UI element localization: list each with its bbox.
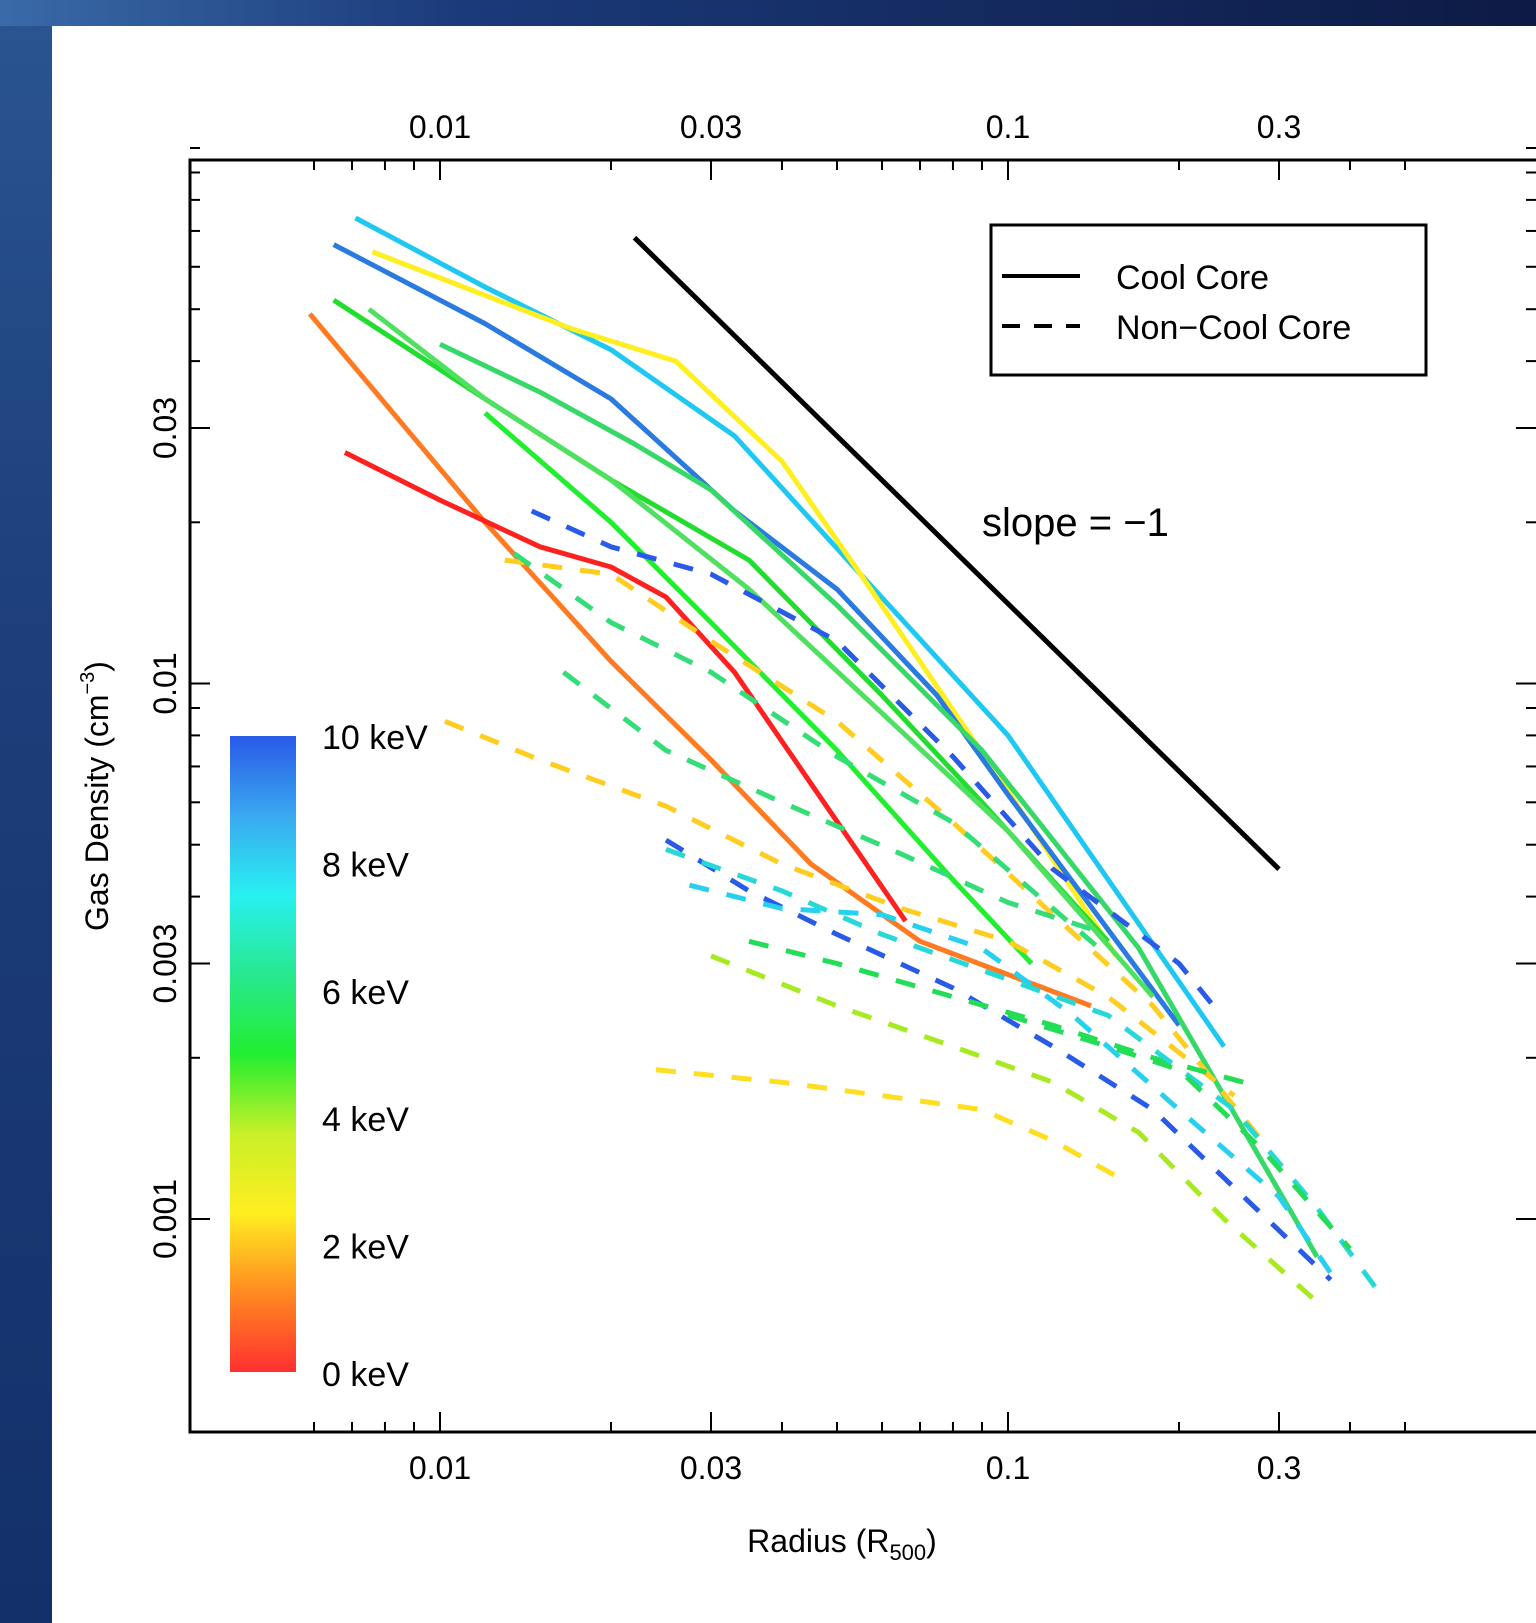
legend-label-cool-core: Cool Core bbox=[1116, 259, 1269, 297]
legend-label-non-cool-core: Non−Cool Core bbox=[1116, 309, 1351, 347]
x-tick-label-top: 0.03 bbox=[680, 109, 742, 145]
non-cool-core-profile bbox=[443, 718, 1236, 1098]
slope-annotation: slope = −1 bbox=[982, 501, 1169, 545]
cool-core-profile bbox=[483, 411, 1034, 966]
non-cool-core-profile bbox=[561, 670, 1109, 937]
x-tick-label-bottom: 0.01 bbox=[409, 1450, 471, 1486]
non-cool-core-profile bbox=[512, 551, 1110, 958]
colorbar-gradient bbox=[230, 736, 296, 1372]
slide-top-band bbox=[0, 0, 1536, 26]
colorbar-label: 4 keV bbox=[322, 1101, 409, 1139]
x-tick-label-top: 0.01 bbox=[409, 109, 471, 145]
axis-ticks bbox=[190, 146, 1536, 1432]
x-axis-label: Radius (R500) bbox=[747, 1523, 937, 1565]
non-cool-core-profile bbox=[504, 557, 1264, 1143]
y-tick-label: 0.001 bbox=[147, 1179, 183, 1259]
cool-core-profile bbox=[438, 342, 1320, 1259]
x-tick-label-bottom: 0.03 bbox=[680, 1450, 742, 1486]
figure-canvas: 0.01 0.01 0.03 0.03 0.1 0.1 0.3 0.3 0.001 0.003 0.… bbox=[52, 26, 1536, 1623]
legend-box bbox=[989, 223, 1428, 377]
y-tick-label: 0.01 bbox=[147, 652, 183, 714]
colorbar-label: 2 keV bbox=[322, 1229, 409, 1267]
non-cool-core-profile bbox=[664, 837, 1333, 1282]
slope-reference-line bbox=[632, 235, 1281, 871]
gas-density-chart: 0.01 0.01 0.03 0.03 0.1 0.1 0.3 0.3 0.001 0.003 0.… bbox=[77, 109, 1536, 1565]
data-series-layer bbox=[307, 215, 1382, 1304]
non-cool-core-profile bbox=[655, 1067, 1126, 1183]
legend: Cool Core Non−Cool Core bbox=[989, 223, 1428, 377]
x-tick-label-bottom: 0.1 bbox=[986, 1450, 1030, 1486]
cool-core-profile bbox=[367, 307, 1155, 999]
colorbar-label: 0 keV bbox=[322, 1356, 409, 1394]
cool-core-profile bbox=[332, 298, 1110, 943]
axis-tick-labels: 0.01 0.01 0.03 0.03 0.1 0.1 0.3 0.3 0.001 0.003 0.… bbox=[147, 109, 1301, 1486]
y-axis-label: Gas Density (cm−3) bbox=[77, 661, 115, 931]
colorbar-label: 10 keV bbox=[322, 719, 428, 757]
cool-core-profile bbox=[343, 450, 908, 923]
cool-core-profile bbox=[332, 242, 1182, 1027]
non-cool-core-profile bbox=[688, 882, 1340, 1285]
non-cool-core-profile bbox=[710, 953, 1319, 1304]
x-tick-label-top: 0.3 bbox=[1257, 109, 1301, 145]
temperature-colorbar: 10 keV 8 keV 6 keV 4 keV 2 keV 0 keV bbox=[230, 719, 428, 1394]
colorbar-label: 8 keV bbox=[322, 846, 409, 884]
y-tick-label: 0.003 bbox=[147, 923, 183, 1003]
y-tick-label: 0.03 bbox=[147, 397, 183, 459]
non-cool-core-profile bbox=[665, 847, 1382, 1294]
plot-area-border bbox=[188, 158, 1536, 1434]
colorbar-label: 6 keV bbox=[322, 974, 409, 1012]
non-cool-core-profile bbox=[530, 508, 1216, 1008]
x-tick-label-bottom: 0.3 bbox=[1257, 1450, 1301, 1486]
x-tick-label-top: 0.1 bbox=[986, 109, 1030, 145]
cool-core-profile bbox=[354, 215, 1227, 1048]
